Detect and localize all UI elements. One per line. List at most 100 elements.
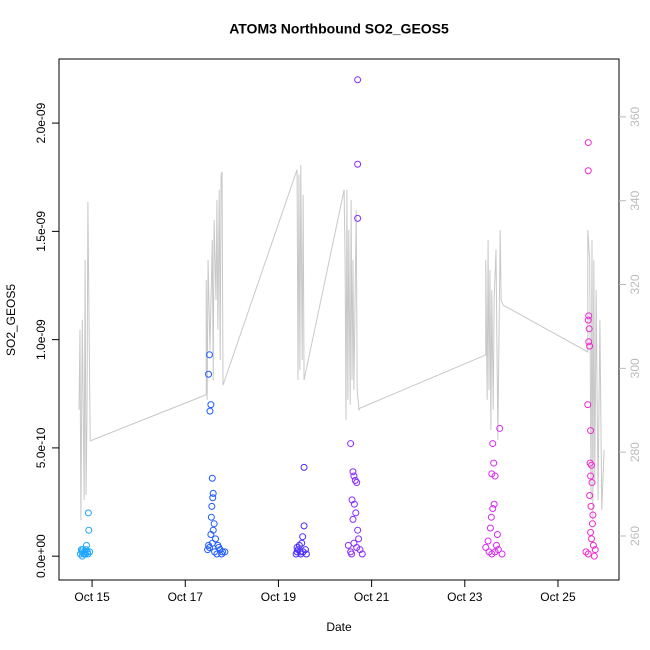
data-point: [355, 535, 363, 543]
data-point: [349, 468, 357, 476]
data-point: [208, 502, 216, 510]
data-point: [353, 479, 361, 487]
x-tick-label: Oct 15: [74, 590, 110, 604]
data-point: [589, 541, 597, 549]
data-point: [209, 489, 217, 497]
y-tick-label: 0.0e+00: [34, 534, 48, 578]
data-point: [208, 474, 216, 482]
y-axis-label: SO2_GEOS5: [4, 284, 18, 356]
data-point: [584, 316, 592, 324]
data-point: [587, 427, 595, 435]
data-point: [490, 500, 498, 508]
data-point: [492, 541, 500, 549]
data-point: [585, 312, 593, 320]
data-point: [584, 139, 592, 147]
y-tick-label: 5.0e-10: [34, 427, 48, 468]
data-point: [588, 535, 596, 543]
data-point: [591, 546, 599, 554]
data-point: [496, 424, 504, 432]
data-point: [300, 522, 308, 530]
data-point: [587, 472, 595, 480]
data-point: [205, 541, 213, 549]
data-point: [204, 546, 212, 554]
data-point: [215, 544, 223, 552]
data-point: [588, 461, 596, 469]
data-point: [349, 515, 357, 523]
data-point: [207, 513, 215, 521]
data-point: [490, 459, 498, 467]
data-point: [588, 479, 596, 487]
data-point: [586, 342, 594, 350]
data-point: [585, 325, 593, 333]
data-point: [491, 472, 499, 480]
data-point: [300, 463, 308, 471]
x-tick-label: Oct 25: [540, 590, 576, 604]
data-point: [586, 492, 594, 500]
data-point: [590, 552, 598, 560]
data-point: [487, 513, 495, 521]
data-point: [489, 440, 497, 448]
data-point: [482, 544, 490, 552]
data-point: [587, 528, 595, 536]
data-point: [209, 494, 217, 502]
data-line: [78, 165, 605, 521]
data-point: [350, 472, 358, 480]
y2-tick-label: 300: [628, 358, 642, 378]
data-point: [488, 550, 496, 558]
data-point: [301, 546, 309, 554]
data-point: [584, 167, 592, 175]
data-point: [208, 539, 216, 547]
data-point: [206, 407, 214, 415]
data-point: [494, 546, 502, 554]
data-point: [493, 531, 501, 539]
data-point: [293, 544, 301, 552]
data-point: [347, 440, 355, 448]
x-tick-label: Oct 19: [261, 590, 297, 604]
data-point: [498, 550, 506, 558]
plot-frame: [58, 58, 620, 581]
data-point: [86, 548, 94, 556]
data-point: [587, 502, 595, 510]
data-point: [299, 533, 307, 541]
data-point: [584, 401, 592, 409]
y-tick-label: 2.0e-09: [34, 102, 48, 143]
data-point: [350, 500, 358, 508]
data-point: [354, 160, 362, 168]
y2-tick-label: 280: [628, 442, 642, 462]
x-tick-label: Oct 17: [168, 590, 204, 604]
y-tick-label: 1.5e-09: [34, 211, 48, 252]
data-point: [358, 550, 366, 558]
data-point: [205, 370, 213, 378]
data-point: [354, 526, 362, 534]
data-point: [205, 351, 213, 359]
data-point: [484, 537, 492, 545]
data-point: [588, 520, 596, 528]
data-point: [85, 526, 93, 534]
data-point: [84, 550, 92, 558]
y2-tick-label: 340: [628, 190, 642, 210]
data-point: [211, 548, 219, 556]
data-point: [585, 338, 593, 346]
y2-tick-label: 360: [628, 107, 642, 127]
data-point: [589, 511, 597, 519]
data-point: [582, 548, 590, 556]
data-point: [77, 546, 85, 554]
data-point: [584, 550, 592, 558]
data-point: [486, 524, 494, 532]
y2-tick-label: 260: [628, 526, 642, 546]
data-point: [207, 531, 215, 539]
chart-title: ATOM3 Northbound SO2_GEOS5: [229, 21, 449, 37]
data-point: [350, 539, 358, 547]
data-point: [221, 548, 229, 556]
data-point: [295, 541, 303, 549]
data-point: [348, 550, 356, 558]
data-point: [212, 535, 220, 543]
y2-tick-label: 320: [628, 274, 642, 294]
data-point: [298, 539, 306, 547]
x-tick-label: Oct 21: [354, 590, 390, 604]
x-tick-label: Oct 23: [447, 590, 483, 604]
data-point: [210, 520, 218, 528]
data-point: [489, 505, 497, 513]
data-point: [354, 214, 362, 222]
